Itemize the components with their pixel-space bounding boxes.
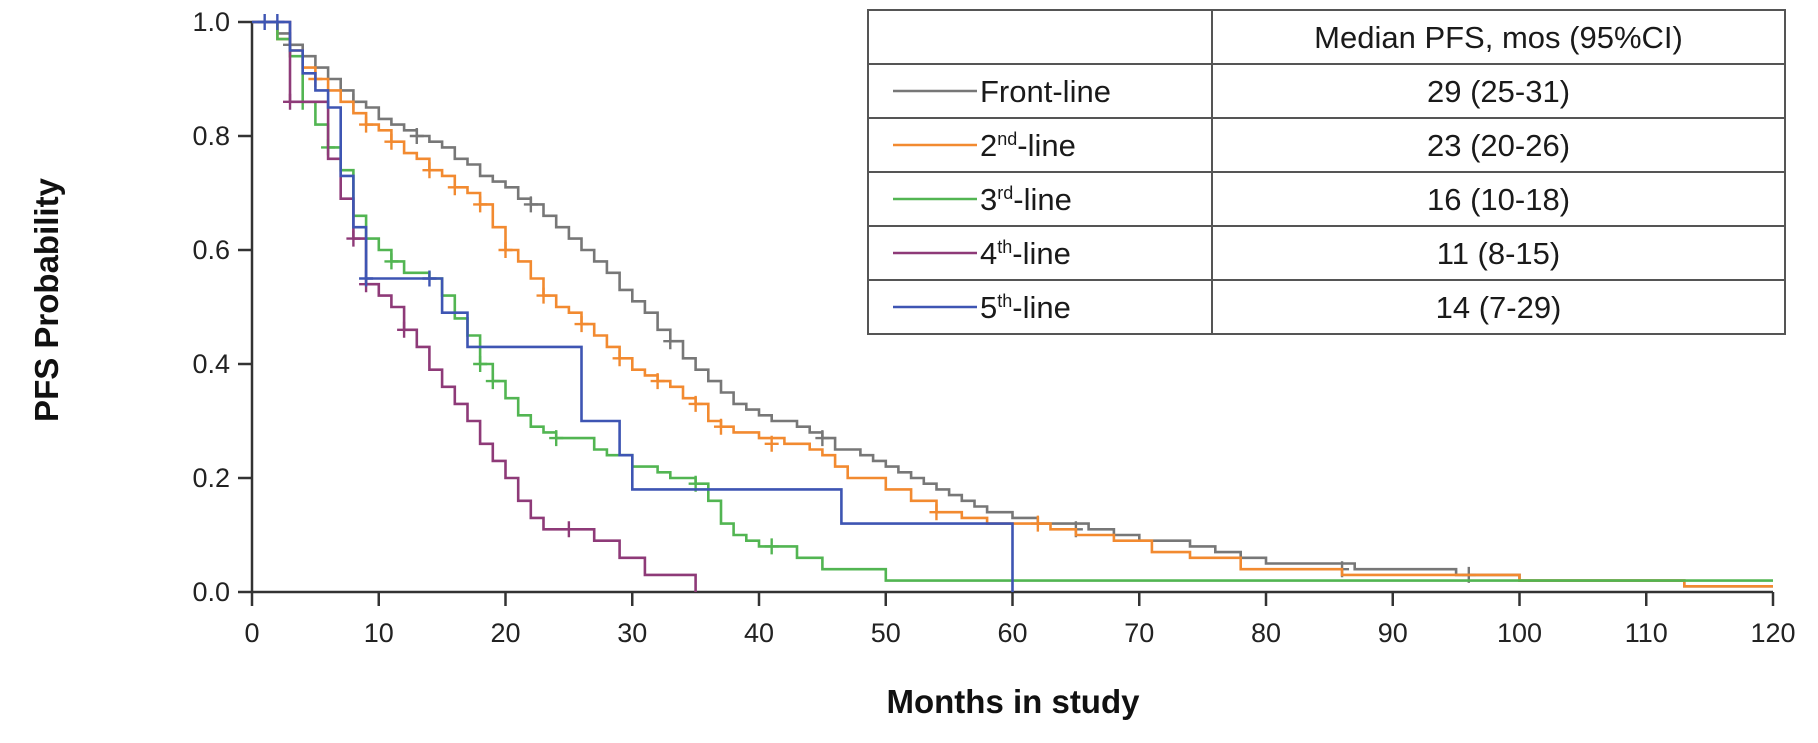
legend-label-rest: -line <box>1012 290 1071 325</box>
median-pfs-value: 14 (7-29) <box>1436 290 1562 325</box>
censor-mark <box>929 504 944 521</box>
series-2 <box>252 20 1773 588</box>
censor-mark <box>397 321 412 338</box>
series-line <box>252 20 1014 592</box>
censor-mark <box>257 14 272 30</box>
x-tick-label: 110 <box>1625 618 1668 648</box>
censor-mark <box>409 128 424 144</box>
censor-mark <box>612 350 627 367</box>
series-layer <box>252 14 1773 592</box>
censor-mark <box>473 196 488 213</box>
x-tick-label: 10 <box>364 618 394 648</box>
legend-label: 5th-line <box>980 290 1071 325</box>
y-tick-label: 0.4 <box>192 349 230 379</box>
censor-mark <box>663 333 678 350</box>
censor-mark <box>473 356 488 372</box>
median-pfs-value: 11 (8-15) <box>1437 236 1561 271</box>
y-tick-label: 0.6 <box>192 235 230 265</box>
censor-mark <box>384 253 399 270</box>
censor-mark <box>688 395 703 412</box>
censor-mark <box>536 287 551 304</box>
y-tick-label: 0.8 <box>192 121 230 151</box>
censor-mark <box>1030 515 1045 532</box>
x-tick-label: 0 <box>244 618 259 648</box>
censor-mark <box>764 435 779 452</box>
legend-label-suffix: th <box>997 291 1012 311</box>
x-tick-label: 90 <box>1378 618 1408 648</box>
y-tick-label: 0.2 <box>192 463 230 493</box>
censor-mark <box>815 430 830 447</box>
censor-mark <box>764 538 779 555</box>
censor-mark <box>346 230 361 247</box>
censor-mark <box>549 430 564 447</box>
x-axis-title: Months in study <box>887 683 1141 720</box>
axes: 0.0 0.2 0.4 0.6 0.8 1.0 0 10 20 30 40 50 60 70 80 90 100… <box>192 7 1795 648</box>
legend-label-ordinal: 5 <box>980 290 997 325</box>
y-tick-label: 1.0 <box>192 7 230 37</box>
legend-label-suffix: th <box>997 237 1012 257</box>
median-pfs-value: 29 (25-31) <box>1427 74 1570 109</box>
median-pfs-table: Median PFS, mos (95%CI) Front-line 29 (25-… <box>867 9 1786 335</box>
censor-mark <box>384 133 399 150</box>
censor-mark <box>498 242 513 258</box>
censor-mark <box>422 270 437 287</box>
legend-label-ordinal: 3 <box>980 182 997 217</box>
censor-mark <box>283 93 298 110</box>
legend-label-ordinal: 2 <box>980 128 997 163</box>
legend-label: 3rd-line <box>980 182 1072 217</box>
legend-label-rest: -line <box>1013 182 1072 217</box>
x-tick-label: 20 <box>490 618 520 648</box>
y-tick-label: 0.0 <box>192 577 230 607</box>
censor-mark <box>713 418 728 435</box>
x-tick-label: 50 <box>871 618 901 648</box>
x-tick-label: 120 <box>1750 618 1795 648</box>
table-header: Median PFS, mos (95%CI) <box>1314 20 1683 55</box>
series-4 <box>252 20 697 592</box>
median-pfs-value: 23 (20-26) <box>1427 128 1570 163</box>
legend-label-rest: -line <box>1017 128 1076 163</box>
median-pfs-value: 16 (10-18) <box>1427 182 1570 217</box>
legend-label: Front-line <box>980 74 1111 109</box>
x-tick-label: 30 <box>617 618 647 648</box>
x-tick-label: 80 <box>1251 618 1281 648</box>
legend-label: 4th-line <box>980 236 1071 271</box>
series-line <box>252 20 1773 582</box>
censor-mark <box>359 270 374 287</box>
x-tick-label: 70 <box>1124 618 1154 648</box>
censor-mark <box>485 373 500 390</box>
x-tick-label: 100 <box>1497 618 1542 648</box>
legend-label: 2nd-line <box>980 128 1076 163</box>
censor-mark <box>422 162 437 179</box>
legend-label-suffix: rd <box>997 183 1013 203</box>
y-axis-title: PFS Probability <box>28 177 65 422</box>
legend-label-rest: -line <box>1012 236 1071 271</box>
legend-label-suffix: nd <box>997 129 1017 149</box>
censor-mark <box>270 14 285 30</box>
legend-label-ordinal: 4 <box>980 236 997 271</box>
censor-mark <box>650 373 665 390</box>
series-line <box>252 20 697 592</box>
censor-mark <box>359 116 374 133</box>
censor-mark <box>447 179 462 196</box>
censor-mark <box>523 196 538 213</box>
series-5 <box>252 14 1014 592</box>
x-tick-label: 40 <box>744 618 774 648</box>
x-tick-label: 60 <box>997 618 1027 648</box>
censor-mark <box>574 316 589 333</box>
censor-mark <box>561 521 576 538</box>
